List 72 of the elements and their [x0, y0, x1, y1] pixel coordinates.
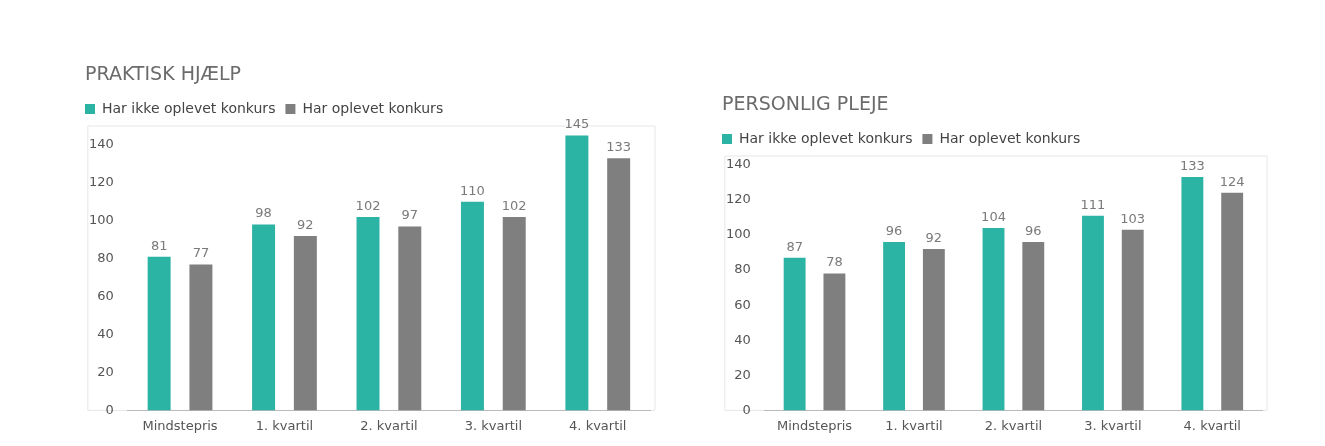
data-label: 92	[297, 216, 314, 232]
x-tick-label: 4. kvartil	[1183, 417, 1241, 433]
y-tick-label: 100	[88, 212, 114, 228]
data-label: 98	[255, 205, 272, 221]
bar	[565, 135, 589, 411]
y-tick-label: 40	[97, 325, 114, 341]
bar	[1022, 241, 1045, 411]
bar	[502, 217, 526, 411]
bar	[356, 217, 380, 411]
data-label: 96	[885, 222, 903, 238]
x-tick-label: 2. kvartil	[360, 417, 418, 433]
legend-label: Har oplevet konkurs	[939, 129, 1081, 146]
x-tick-label: 1. kvartil	[255, 417, 314, 433]
y-tick-label: 60	[734, 296, 751, 312]
y-tick-label: 120	[88, 174, 114, 190]
bar	[982, 227, 1005, 411]
bar	[1082, 215, 1104, 411]
data-label: 81	[150, 237, 168, 253]
x-tick-label: 3. kvartil	[1084, 417, 1142, 433]
bar	[460, 201, 484, 411]
data-label: 102	[355, 197, 381, 213]
y-tick-label: 140	[88, 136, 114, 152]
legend-label: Har ikke oplevet konkurs	[739, 129, 913, 146]
x-tick-label: Mindstepris	[776, 417, 853, 433]
x-tick-label: 2. kvartil	[984, 417, 1043, 433]
bar	[607, 158, 631, 411]
bar	[189, 264, 213, 411]
data-label: 145	[564, 116, 590, 132]
bar	[1181, 177, 1204, 411]
x-tick-label: Mindstepris	[142, 417, 218, 433]
data-label: 87	[786, 238, 803, 254]
data-label: 92	[925, 229, 943, 245]
y-tick-label: 80	[734, 261, 751, 277]
y-tick-label: 40	[734, 331, 751, 347]
bar	[293, 235, 317, 411]
chart-title: PRAKTISK HJÆLP	[85, 62, 243, 86]
y-tick-label: 0	[742, 401, 751, 417]
y-tick-label: 20	[97, 363, 114, 379]
bar	[1121, 229, 1144, 411]
data-label: 111	[1080, 196, 1106, 212]
data-label: 78	[826, 254, 843, 270]
bar	[783, 257, 806, 411]
bar	[883, 241, 906, 411]
data-label: 104	[981, 208, 1006, 224]
data-label: 133	[1179, 157, 1205, 173]
y-tick-label: 140	[725, 156, 751, 172]
data-label: 77	[192, 245, 210, 261]
y-tick-label: 100	[725, 226, 751, 242]
data-label: 102	[501, 197, 527, 213]
bar	[1221, 192, 1244, 411]
x-tick-label: 4. kvartil	[569, 417, 627, 433]
data-label: 133	[606, 139, 632, 155]
chart-title: PERSONLIG PLEJE	[722, 92, 890, 116]
y-tick-label: 80	[97, 250, 114, 266]
y-tick-label: 60	[97, 288, 114, 304]
bar	[147, 256, 171, 411]
bar	[823, 273, 846, 411]
legend-label: Har oplevet konkurs	[302, 99, 444, 116]
data-label: 103	[1120, 210, 1146, 226]
bar	[922, 248, 945, 411]
data-label: 124	[1219, 173, 1245, 189]
y-tick-label: 0	[105, 401, 114, 417]
legend-label: Har ikke oplevet konkurs	[102, 99, 276, 116]
bar	[252, 224, 276, 411]
x-tick-label: 3. kvartil	[464, 417, 523, 433]
y-tick-label: 120	[725, 191, 751, 207]
x-tick-label: 1. kvartil	[885, 417, 943, 433]
data-label: 96	[1025, 222, 1042, 238]
data-label: 97	[401, 207, 419, 223]
data-label: 110	[460, 182, 485, 198]
y-tick-label: 20	[734, 366, 751, 382]
bar	[398, 226, 422, 411]
